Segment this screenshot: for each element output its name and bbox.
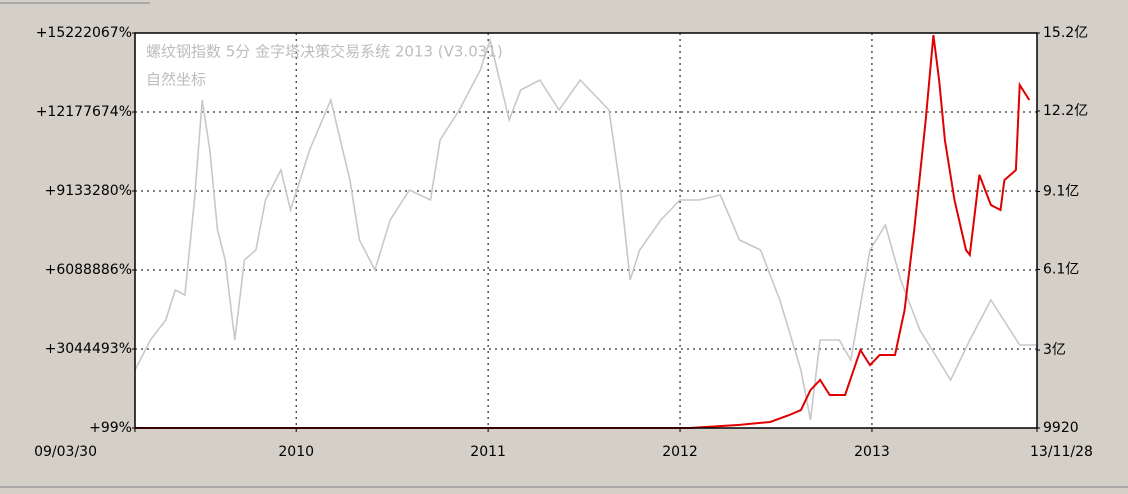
series-line <box>134 37 1037 421</box>
y-tick-label: +12177674% <box>36 104 132 120</box>
y2-tick-label: 15.2亿 <box>1043 25 1088 41</box>
plot-area <box>135 33 1037 428</box>
y-tick-label: +99% <box>89 420 132 436</box>
series-line <box>135 34 1031 429</box>
x-tick-label: 2013 <box>854 444 890 460</box>
y-tick-label: +6088886% <box>45 262 132 278</box>
series-lines <box>134 34 1037 429</box>
plot-border <box>134 32 1038 429</box>
chart-title: 螺纹钢指数 5分 金字塔决策交易系统 2013 (V3.031) <box>146 43 503 61</box>
y2-tick-label: 6.1亿 <box>1043 261 1079 277</box>
y-tick-label: +3044493% <box>45 341 132 357</box>
y2-tick-label: 12.2亿 <box>1043 103 1088 119</box>
x-tick-label: 09/03/30 <box>34 444 97 460</box>
x-tick-label: 13/11/28 <box>1030 444 1093 460</box>
x-tick-label: 2012 <box>662 444 698 460</box>
y-tick-label: +9133280% <box>45 183 132 199</box>
y2-tick-label: 3亿 <box>1043 342 1066 358</box>
chart-subtitle: 自然坐标 <box>146 71 206 89</box>
y-tick-label: +15222067% <box>36 25 132 41</box>
x-tick-label: 2011 <box>470 444 506 460</box>
y2-tick-label: 9.1亿 <box>1043 184 1079 200</box>
y2-tick-label: 9920 <box>1043 420 1079 436</box>
axis-labels: +99% +3044493% +6088886% +9133280% +12177674… <box>34 25 1093 460</box>
x-tick-label: 2010 <box>278 444 314 460</box>
